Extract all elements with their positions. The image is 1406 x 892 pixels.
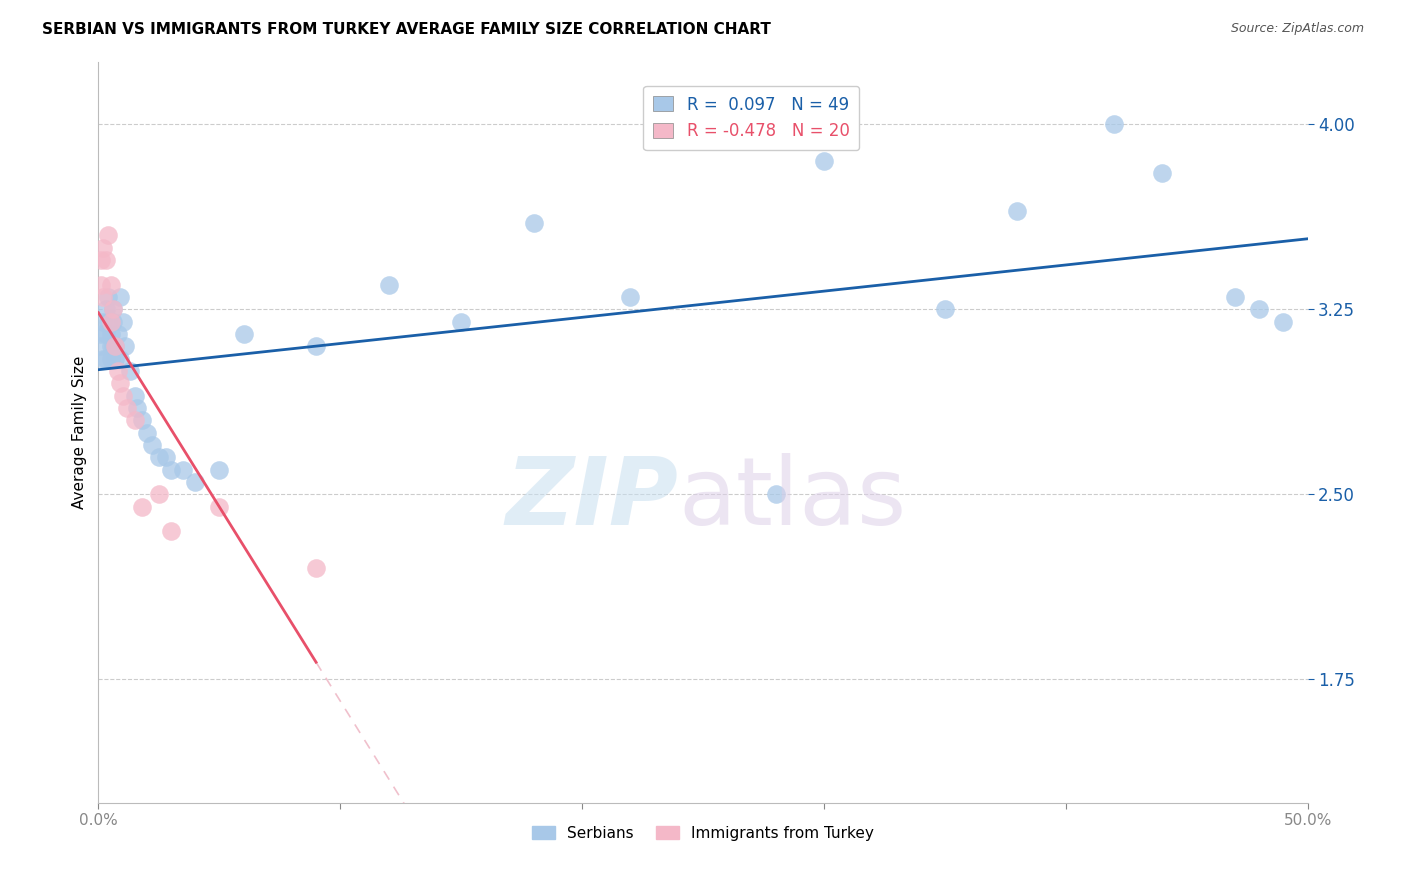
Point [1152, 166, 1174, 180]
Point [104, 351, 127, 366]
Point [90, 252, 112, 267]
Point [160, 524, 183, 539]
Point [107, 326, 129, 341]
Point [184, 475, 207, 489]
Point [934, 302, 956, 317]
Point [101, 302, 124, 317]
Point [100, 339, 122, 353]
Text: SERBIAN VS IMMIGRANTS FROM TURKEY AVERAGE FAMILY SIZE CORRELATION CHART: SERBIAN VS IMMIGRANTS FROM TURKEY AVERAG… [42, 22, 770, 37]
Point [127, 401, 149, 415]
Point [619, 290, 641, 304]
Y-axis label: Average Family Size: Average Family Size [72, 356, 87, 509]
Point [117, 401, 139, 415]
Point [91, 314, 114, 328]
Point [90, 339, 112, 353]
Point [131, 413, 153, 427]
Point [450, 314, 472, 328]
Point [377, 277, 399, 292]
Point [160, 462, 183, 476]
Point [91, 290, 114, 304]
Point [111, 389, 134, 403]
Point [523, 216, 546, 230]
Point [141, 438, 163, 452]
Point [90, 277, 112, 292]
Point [100, 326, 122, 341]
Point [100, 277, 122, 292]
Point [118, 364, 141, 378]
Text: ZIP: ZIP [506, 453, 679, 545]
Point [1223, 290, 1246, 304]
Point [114, 339, 136, 353]
Point [208, 500, 231, 514]
Point [305, 339, 328, 353]
Point [97, 314, 120, 328]
Point [148, 450, 170, 465]
Point [148, 487, 170, 501]
Point [94, 302, 117, 317]
Point [100, 351, 122, 366]
Point [91, 240, 114, 255]
Point [94, 351, 117, 366]
Text: atlas: atlas [679, 453, 907, 545]
Point [107, 364, 129, 378]
Legend: Serbians, Immigrants from Turkey: Serbians, Immigrants from Turkey [526, 820, 880, 847]
Point [108, 351, 131, 366]
Point [155, 450, 177, 465]
Point [104, 339, 127, 353]
Point [100, 314, 122, 328]
Point [765, 487, 787, 501]
Point [108, 290, 131, 304]
Point [101, 339, 124, 353]
Point [305, 561, 328, 575]
Point [124, 389, 146, 403]
Point [172, 462, 194, 476]
Point [94, 326, 117, 341]
Point [104, 339, 127, 353]
Point [97, 290, 120, 304]
Point [94, 252, 117, 267]
Point [1102, 117, 1125, 131]
Point [1007, 203, 1029, 218]
Point [1272, 314, 1295, 328]
Point [232, 326, 254, 341]
Point [111, 314, 134, 328]
Text: Source: ZipAtlas.com: Source: ZipAtlas.com [1230, 22, 1364, 36]
Point [208, 462, 231, 476]
Point [1249, 302, 1271, 317]
Point [131, 500, 153, 514]
Point [97, 228, 120, 243]
Point [124, 413, 146, 427]
Point [135, 425, 157, 440]
Point [91, 351, 114, 366]
Point [101, 314, 124, 328]
Point [108, 376, 131, 391]
Point [813, 154, 835, 169]
Point [90, 326, 112, 341]
Point [101, 302, 124, 317]
